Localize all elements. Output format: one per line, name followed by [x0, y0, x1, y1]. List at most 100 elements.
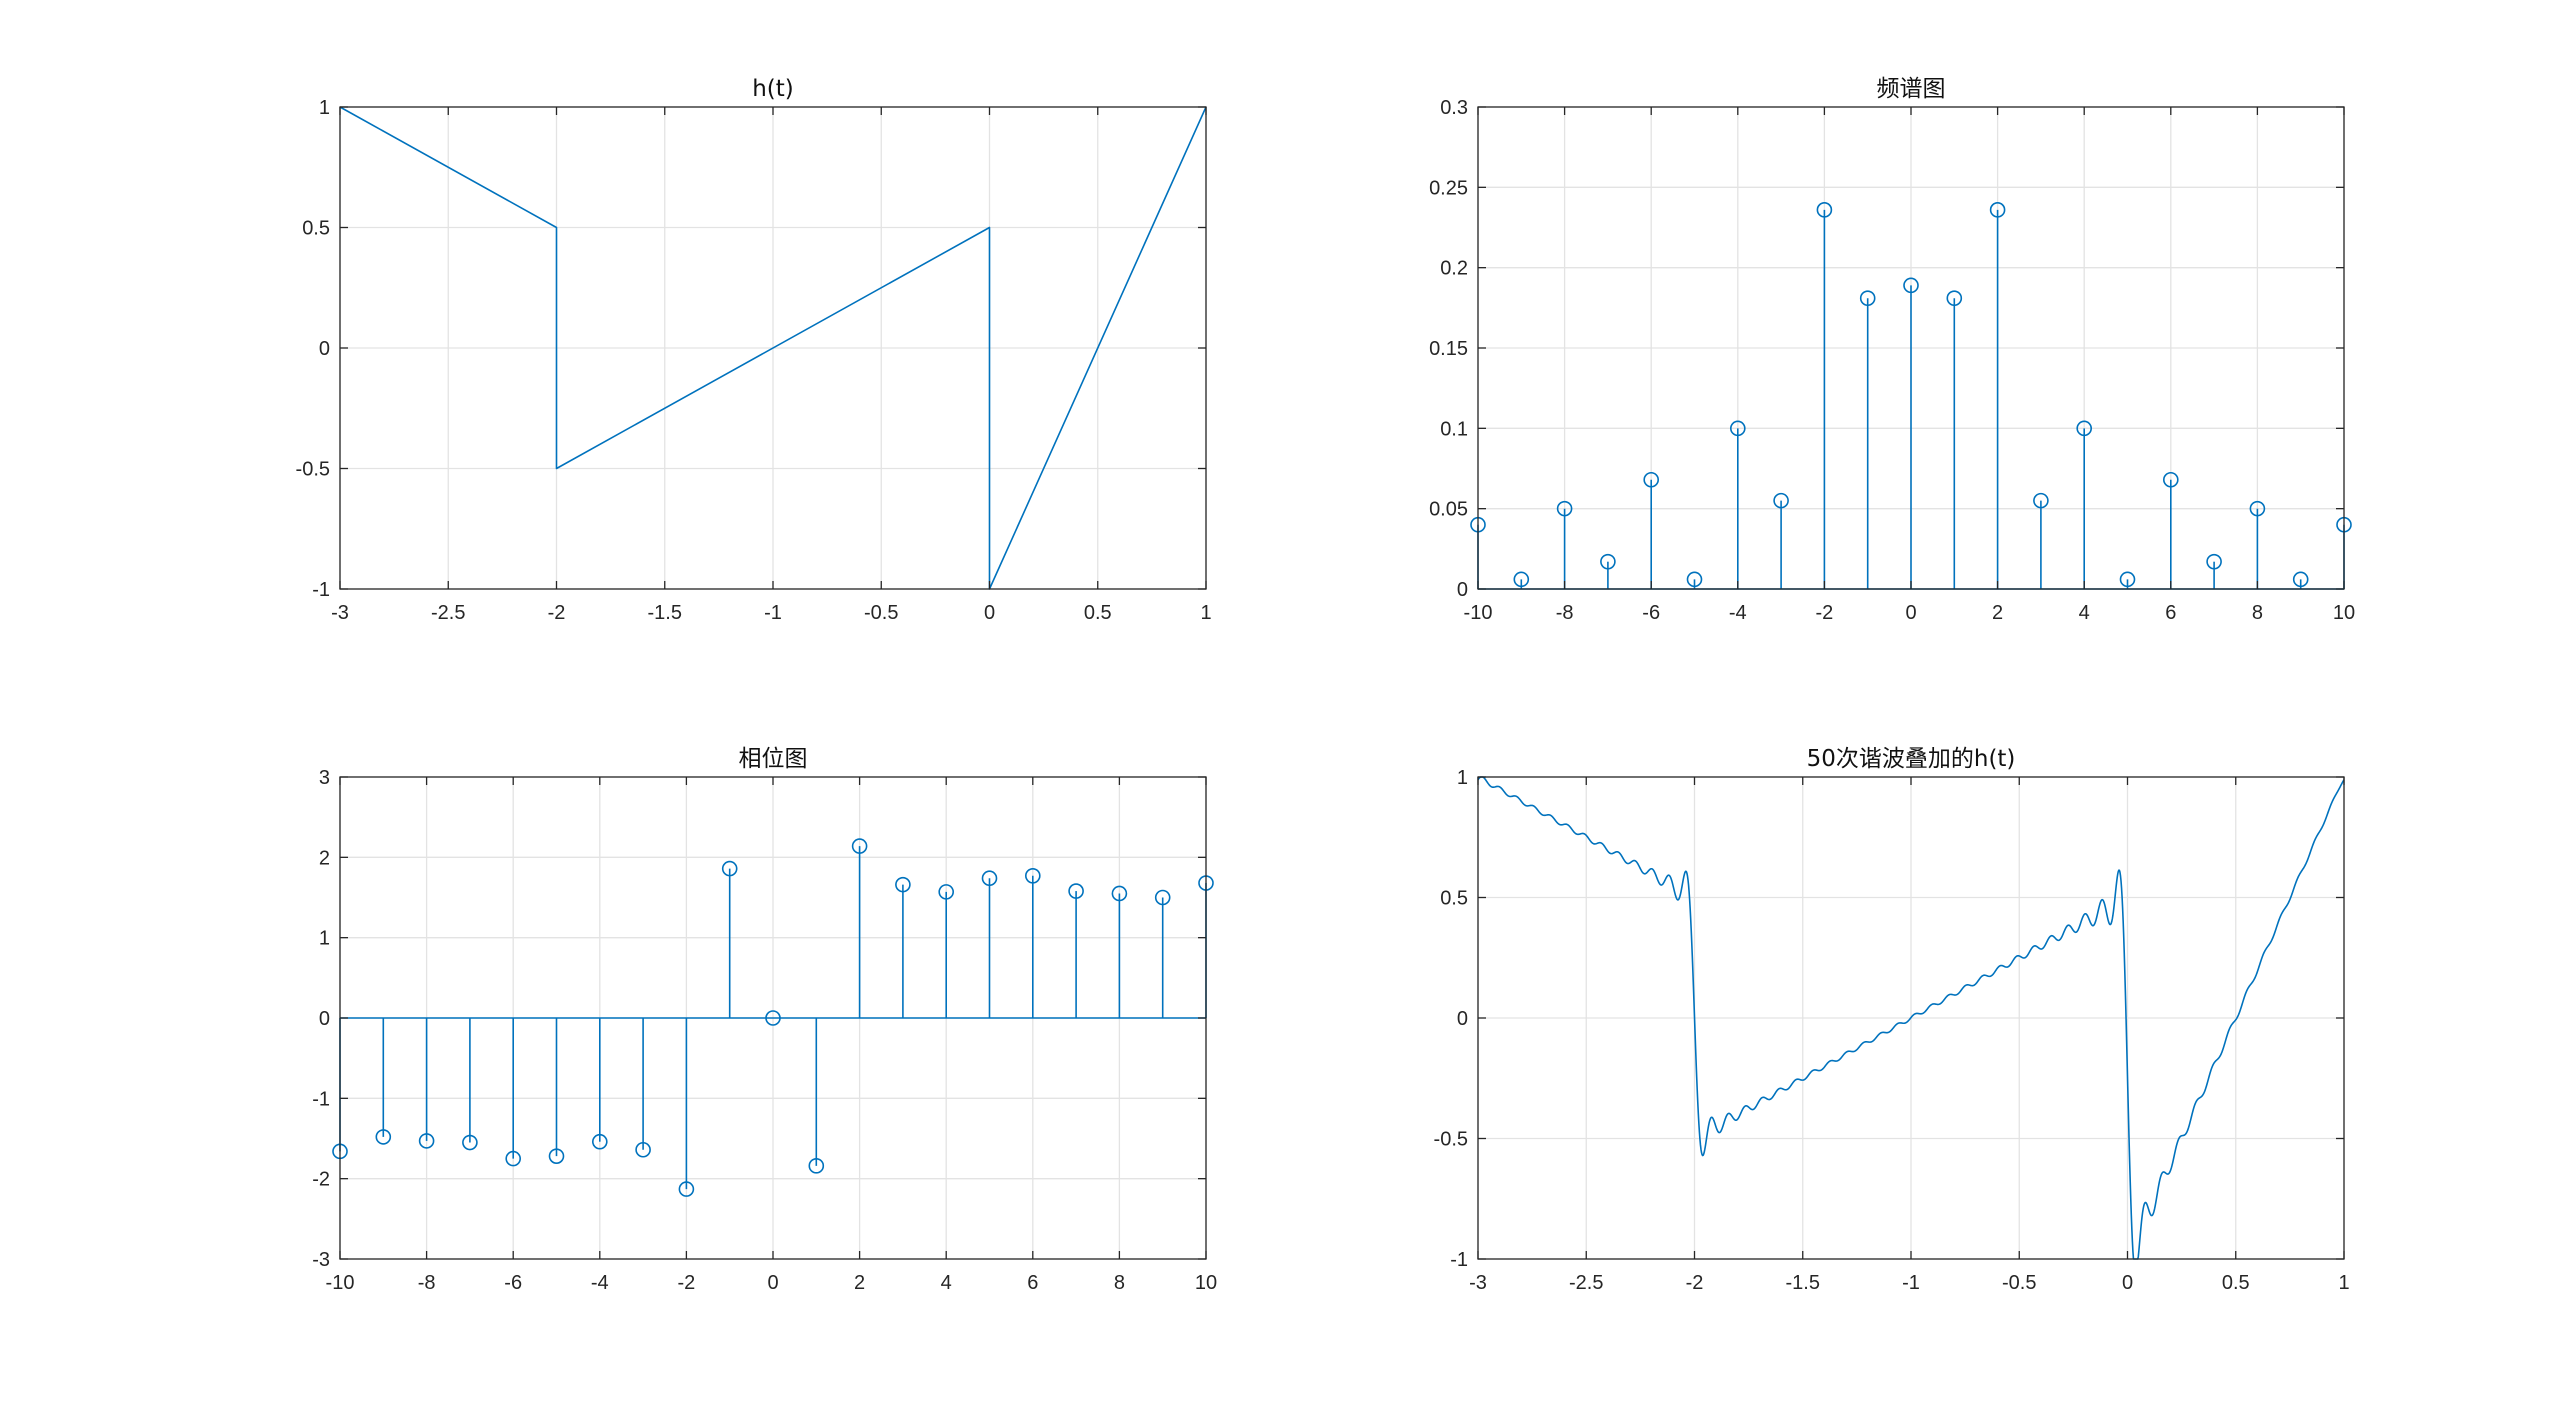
x-tick-label: 4 — [2079, 602, 2090, 624]
x-tick-label: 8 — [1114, 1272, 1125, 1294]
stem-marker — [1513, 571, 1530, 588]
series — [339, 106, 1207, 590]
y-tick-label: 0.5 — [1440, 888, 1468, 910]
x-tick-label: 0.5 — [2222, 1272, 2250, 1294]
chart-title: 相位图 — [739, 746, 808, 772]
x-tick-label: -4 — [591, 1272, 609, 1294]
x-tick-label: 2 — [854, 1272, 865, 1294]
x-tick-label: 0 — [2122, 1272, 2133, 1294]
y-tick-label: 0 — [1457, 579, 1468, 601]
chart-title: 频谱图 — [1877, 76, 1946, 102]
x-tick-label: 10 — [1195, 1272, 1217, 1294]
x-tick-label: -2.5 — [431, 602, 465, 624]
y-tick-label: 0.5 — [302, 218, 330, 240]
y-tick-label: 1 — [1457, 767, 1468, 789]
x-tick-label: 6 — [2165, 602, 2176, 624]
x-tick-label: -10 — [326, 1272, 355, 1294]
subplot-fourier50: -3 -2.5 -2 -1.5 -1 -0.5 0 0.5 1 -1 -0.5 0 0.5 1 50次谐波… — [1434, 746, 2350, 1294]
stem-marker — [1903, 277, 1919, 294]
y-tick-label: -0.5 — [1434, 1129, 1468, 1151]
stem-marker — [1773, 492, 1789, 509]
stem-marker — [2249, 500, 2266, 517]
y-tick-label: 0.1 — [1440, 418, 1468, 440]
x-tick-label: 6 — [1027, 1272, 1038, 1294]
x-tick-label: -2 — [1816, 602, 1834, 624]
stem-marker — [1600, 553, 1616, 570]
y-tick-label: 3 — [319, 767, 330, 789]
y-tick-label: -1 — [312, 579, 330, 601]
stem-marker — [2292, 571, 2309, 588]
x-tick-label: -1.5 — [1786, 1272, 1820, 1294]
y-tick-label: 1 — [319, 97, 330, 119]
y-tick-label: 0.05 — [1429, 499, 1468, 521]
x-tick-label: -2 — [548, 602, 566, 624]
x-tick-label: 2 — [1992, 602, 2003, 624]
x-tick-label: 8 — [2252, 602, 2263, 624]
x-tick-label: -1 — [1902, 1272, 1920, 1294]
stem-marker — [462, 1134, 478, 1151]
x-tick-label: -4 — [1729, 602, 1747, 624]
stem-marker — [548, 1148, 565, 1164]
x-tick-label: -3 — [331, 602, 349, 624]
subplot-ht: -3 -2.5 -2 -1.5 -1 -0.5 0 0.5 1 -1 -0.5 0 0.5 1 h(t) — [296, 76, 1212, 624]
stem-marker — [418, 1133, 435, 1149]
series — [1477, 776, 2345, 1260]
x-tick-label: -8 — [418, 1272, 436, 1294]
stem-marker — [1556, 500, 1573, 517]
y-tick-label: -1 — [312, 1088, 330, 1110]
stem-marker — [938, 884, 955, 900]
x-tick-label: -2 — [678, 1272, 696, 1294]
stem-marker — [2076, 420, 2092, 437]
ticks: -3 -2.5 -2 -1.5 -1 -0.5 0 0.5 1 -1 -0.5 0 0.5 1 — [1434, 767, 2350, 1294]
y-tick-label: 0.2 — [1440, 258, 1468, 280]
stem-marker — [591, 1133, 608, 1150]
y-tick-label: 0.25 — [1429, 177, 1468, 199]
chart-title: h(t) — [752, 76, 794, 102]
x-tick-label: 0 — [767, 1272, 778, 1294]
x-tick-label: -1.5 — [648, 602, 682, 624]
stem-marker — [1025, 868, 1041, 884]
x-tick-label: -2.5 — [1569, 1272, 1603, 1294]
stem-marker — [851, 838, 868, 854]
y-tick-label: -0.5 — [296, 459, 330, 481]
stem-marker — [505, 1150, 522, 1167]
series-line — [339, 106, 1207, 590]
x-tick-label: -0.5 — [864, 602, 898, 624]
stem-marker — [2206, 553, 2222, 570]
stem-marker — [895, 876, 911, 893]
y-tick-label: 0.3 — [1440, 97, 1468, 119]
y-tick-label: 0 — [1457, 1008, 1468, 1030]
x-tick-label: -6 — [1642, 602, 1660, 624]
stem-marker — [1859, 290, 1876, 306]
y-tick-label: 0 — [319, 1008, 330, 1030]
stem-marker — [808, 1158, 825, 1174]
stem-marker — [375, 1129, 392, 1145]
stem-marker — [1686, 571, 1703, 588]
y-tick-label: 0 — [319, 338, 330, 360]
x-tick-label: -1 — [764, 602, 782, 624]
stem-marker — [678, 1181, 695, 1197]
x-tick-label: 0.5 — [1084, 602, 1112, 624]
ticks: -3 -2.5 -2 -1.5 -1 -0.5 0 0.5 1 -1 -0.5 0 0.5 1 — [296, 97, 1212, 624]
series-line — [1477, 776, 2345, 1260]
subplot-spectrum: -10 -8 -6 -4 -2 0 2 4 6 8 10 0 0.05 0.1 0.15 0.2 0.25 0.3… — [1429, 76, 2355, 624]
x-tick-label: -6 — [504, 1272, 522, 1294]
stem-marker — [721, 860, 738, 877]
series — [332, 838, 1214, 1197]
stem-marker — [1730, 420, 1746, 437]
chart-title: 50次谐波叠加的h(t) — [1807, 746, 2016, 772]
x-tick-label: -8 — [1556, 602, 1574, 624]
stem-marker — [1068, 883, 1084, 899]
stem-marker — [635, 1141, 651, 1158]
x-tick-label: -3 — [1469, 1272, 1487, 1294]
x-tick-label: 0 — [984, 602, 995, 624]
stem-marker — [1154, 889, 1171, 906]
y-tick-label: -3 — [312, 1249, 330, 1271]
stem-marker — [765, 1010, 781, 1026]
stem-marker — [2163, 471, 2179, 488]
stem-marker — [2033, 492, 2049, 509]
x-tick-label: 0 — [1905, 602, 1916, 624]
y-tick-label: -2 — [312, 1169, 330, 1191]
